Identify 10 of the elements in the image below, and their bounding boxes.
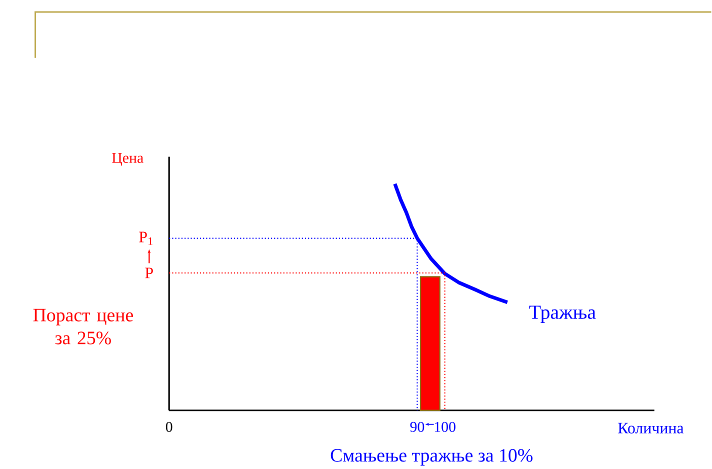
x-tick-label: 0 <box>166 422 172 432</box>
text: Пораст цене за 25% <box>33 308 133 344</box>
y-axis-title: Цена <box>112 153 144 166</box>
annotation: P$_{1}$ <box>139 232 152 245</box>
x-tick-label: 90 <box>410 422 424 432</box>
text: Смањење тражње за 10% <box>330 449 532 466</box>
series-label: Тражња <box>529 306 596 324</box>
annotation: P <box>145 268 153 278</box>
x-tick-label: 100 <box>434 422 456 432</box>
x-axis-title: Количина <box>618 422 684 434</box>
